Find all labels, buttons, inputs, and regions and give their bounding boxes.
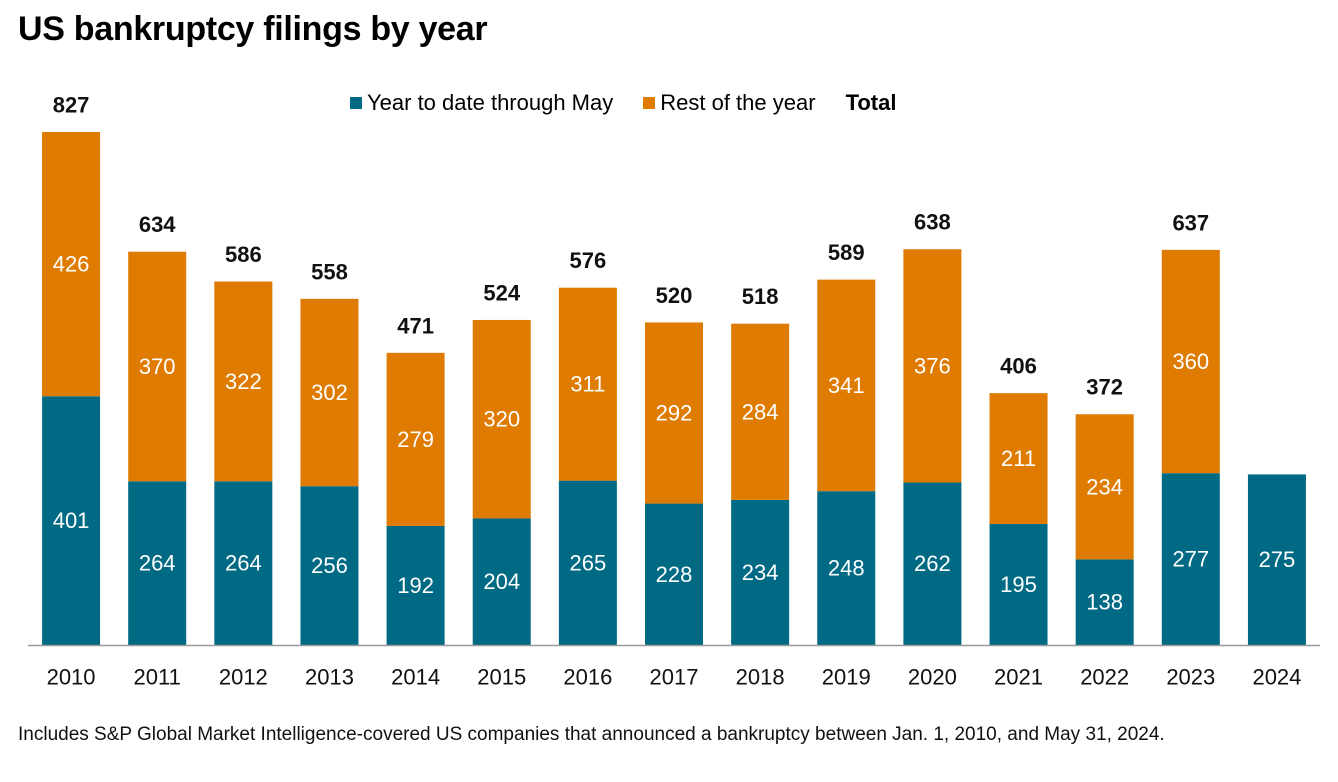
total-label-2017: 520 [656,283,693,308]
bar-label-ytd-2014: 192 [397,573,434,598]
bar-rest-2019 [817,279,876,492]
bar-label-ytd-2016: 265 [570,550,607,575]
total-label-2018: 518 [742,284,779,309]
total-label-2010: 827 [53,93,90,118]
bar-label-rest-2016: 311 [570,372,605,397]
bar-label-rest-2018: 284 [742,399,779,424]
footnote: Includes S&P Global Market Intelligence-… [18,724,1165,745]
bar-rest-2013 [300,298,359,487]
legend-label-total: Total [845,90,897,115]
bar-label-ytd-2023: 277 [1172,547,1209,572]
bar-label-ytd-2015: 204 [483,569,520,594]
bar-ytd-2020 [903,482,962,645]
bar-ytd-2022 [1075,559,1134,645]
bar-rest-2022 [1075,414,1134,560]
x-tick-label-2013: 2013 [305,665,354,690]
bar-ytd-2023 [1161,473,1220,645]
bar-rest-2012 [214,281,273,482]
bar-ytd-2017 [645,503,703,645]
total-label-2011: 634 [139,212,176,237]
legend-label-rest: Rest of the year [660,90,816,115]
legend: Year to date through May Rest of the yea… [350,88,896,118]
total-label-2012: 586 [225,242,262,267]
bar-label-ytd-2017: 228 [656,562,693,587]
bar-label-ytd-2019: 248 [828,556,865,581]
x-tick-label-2011: 2011 [134,665,181,690]
bar-label-rest-2011: 370 [139,354,176,379]
x-tick-label-2012: 2012 [219,665,268,690]
bar-label-ytd-2022: 138 [1086,590,1123,615]
bar-label-ytd-2020: 262 [914,551,951,576]
total-label-2023: 637 [1172,210,1209,235]
legend-swatch-rest [643,97,656,109]
bar-rest-2016 [558,287,617,481]
legend-item-ytd: Year to date through May [350,90,613,116]
bar-label-ytd-2021: 195 [1000,572,1037,597]
bar-rest-2010 [42,132,101,397]
bar-label-ytd-2012: 264 [225,551,262,576]
bar-rest-2011 [128,251,187,482]
bar-label-ytd-2018: 234 [742,560,779,585]
x-tick-label-2016: 2016 [563,665,612,690]
bar-rest-2015 [472,319,531,519]
x-tick-label-2015: 2015 [477,665,526,690]
bar-rest-2020 [903,249,962,483]
bar-ytd-2019 [817,491,876,645]
bar-label-rest-2023: 360 [1172,349,1209,374]
bar-rest-2017 [645,322,703,504]
bar-rest-2014 [386,352,445,526]
bar-label-rest-2015: 320 [483,407,520,432]
legend-item-rest: Rest of the year [643,90,816,116]
bar-ytd-2016 [558,480,617,645]
x-tick-label-2019: 2019 [822,665,871,690]
bar-label-rest-2010: 426 [53,252,90,277]
total-label-2016: 576 [570,248,607,273]
bar-label-rest-2020: 376 [914,353,951,378]
bar-label-ytd-2010: 401 [53,508,90,533]
bar-label-rest-2012: 322 [225,369,262,394]
chart-title: US bankruptcy filings by year [18,10,488,48]
bar-label-rest-2021: 211 [1001,446,1036,471]
bar-ytd-2018 [731,499,790,645]
bar-rest-2023 [1161,249,1220,474]
total-label-2022: 372 [1086,375,1123,400]
bar-label-ytd-2011: 264 [139,551,176,576]
legend-label-ytd: Year to date through May [367,90,614,115]
total-label-2020: 638 [914,210,951,235]
bar-label-rest-2014: 279 [397,427,434,452]
x-tick-label-2021: 2021 [994,665,1043,690]
x-tick-label-2017: 2017 [650,665,699,690]
bar-label-rest-2013: 302 [311,380,348,405]
x-tick-label-2023: 2023 [1166,665,1215,690]
bar-ytd-2010 [42,396,101,645]
x-tick-label-2020: 2020 [908,665,957,690]
bar-ytd-2011 [128,481,187,645]
bar-ytd-2013 [300,486,359,645]
bar-label-rest-2019: 341 [828,373,865,398]
bar-ytd-2014 [386,525,445,645]
bar-chart: 401 426 827 2010 264 370 634 2011 264 322 586 2012 2… [28,93,1320,690]
bar-ytd-2021 [989,524,1048,645]
total-label-2013: 558 [311,259,348,284]
x-tick-label-2014: 2014 [391,665,440,690]
x-tick-label-2018: 2018 [736,665,785,690]
total-label-2015: 524 [483,280,520,305]
total-label-2014: 471 [397,313,434,338]
bar-label-rest-2017: 292 [656,401,693,426]
total-label-2019: 589 [828,240,865,265]
bar-label-ytd-2024: 275 [1259,547,1296,572]
x-tick-label-2010: 2010 [47,665,96,690]
legend-swatch-ytd [350,97,362,109]
bar-rest-2018 [731,323,790,500]
total-label-2021: 406 [1000,354,1037,379]
bar-rest-2021 [989,393,1048,525]
bar-label-ytd-2013: 256 [311,553,348,578]
bar-ytd-2015 [472,518,531,645]
x-tick-label-2024: 2024 [1252,665,1301,690]
bar-label-rest-2022: 234 [1086,474,1123,499]
bar-ytd-2012 [214,481,273,645]
bar-ytd-2024 [1247,474,1306,645]
x-tick-label-2022: 2022 [1080,665,1129,690]
